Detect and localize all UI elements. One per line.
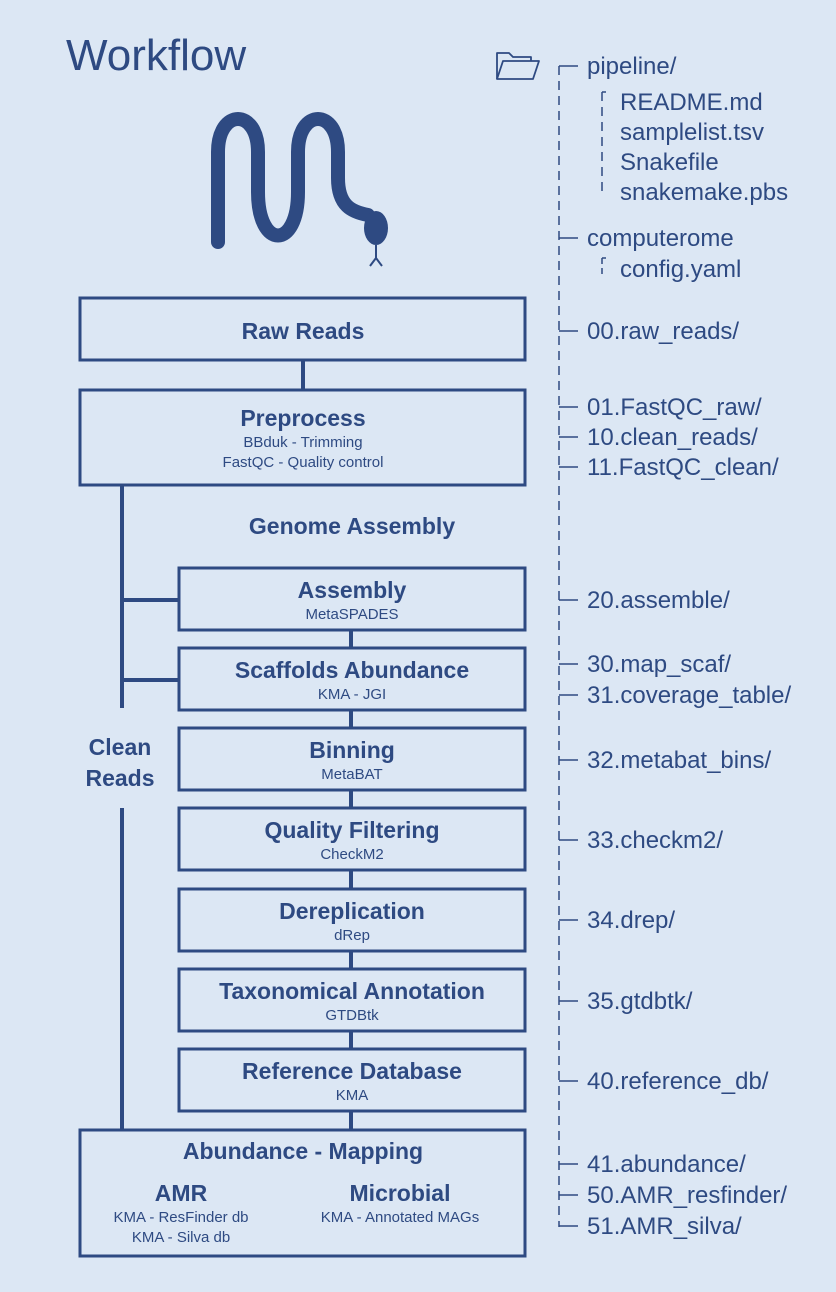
clean-reads-label-line-1: Clean: [88, 734, 152, 760]
amr-tool-1: KMA - ResFinder db: [113, 1209, 249, 1226]
tree-dir-fastqc-raw: 01.FastQC_raw/: [587, 394, 762, 421]
assembly-tool: MetaSPADES: [305, 606, 399, 623]
amr-title: AMR: [154, 1180, 208, 1206]
taxonomy-title: Taxonomical Annotation: [219, 978, 485, 1004]
tree-dir-abundance: 41.abundance/: [587, 1151, 746, 1178]
tree-computerome-dir: computerome: [587, 225, 734, 252]
tree-dir-map-scaf: 30.map_scaf/: [587, 651, 732, 678]
tree-file-readme: README.md: [620, 89, 763, 116]
tree-dir-assemble: 20.assemble/: [587, 587, 730, 614]
scaffolds-tool: KMA - JGI: [317, 686, 387, 703]
abundance-title: Abundance - Mapping: [182, 1138, 424, 1164]
quality-title: Quality Filtering: [264, 817, 440, 843]
assembly-title: Assembly: [297, 577, 407, 603]
tree-pipeline-dir: pipeline/: [587, 53, 677, 80]
binning-title: Binning: [309, 737, 395, 763]
tree-dir-drep: 34.drep/: [587, 907, 676, 934]
tree-dir-clean: 10.clean_reads/: [587, 424, 758, 451]
preprocess-title: Preprocess: [240, 405, 366, 431]
clean-reads-label-line-2: Reads: [85, 765, 155, 791]
abundance-box: [78, 1128, 527, 1258]
microbial-title: Microbial: [349, 1180, 451, 1206]
preprocess-tool-1: BBduk - Trimming: [243, 434, 363, 451]
tree-dir-checkm2: 33.checkm2/: [587, 827, 724, 854]
folder-icon: [496, 52, 540, 80]
tree-dir-fastqc-clean: 11.FastQC_clean/: [587, 454, 779, 481]
tree-dir-gtdbtk: 35.gtdbtk/: [587, 988, 693, 1015]
microbial-tool: KMA - Annotated MAGs: [320, 1209, 480, 1226]
amr-tool-2: KMA - Silva db: [131, 1229, 231, 1246]
taxonomy-tool: GTDBtk: [325, 1007, 379, 1024]
tree-file-config: config.yaml: [620, 256, 742, 283]
refdb-tool: KMA: [335, 1087, 369, 1104]
derep-title: Dereplication: [279, 898, 425, 924]
tree-file-snakefile: Snakefile: [620, 149, 719, 176]
tree-dir-refdb: 40.reference_db/: [587, 1068, 769, 1095]
scaffolds-title: Scaffolds Abundance: [234, 657, 470, 683]
tree-dir-raw: 00.raw_reads/: [587, 318, 740, 345]
tree-dir-coverage: 31.coverage_table/: [587, 682, 792, 709]
refdb-title: Reference Database: [242, 1058, 462, 1084]
binning-tool: MetaBAT: [321, 766, 383, 783]
snakemake-logo-icon: [211, 112, 375, 249]
raw-reads-title: Raw Reads: [241, 318, 365, 344]
tree-dir-amr-resfinder: 50.AMR_resfinder/: [587, 1182, 788, 1209]
genome-assembly-label: Genome Assembly: [248, 513, 456, 539]
tree-dir-metabat: 32.metabat_bins/: [587, 747, 772, 774]
derep-tool: dRep: [334, 927, 370, 944]
tree-file-snakemake-pbs: snakemake.pbs: [620, 179, 789, 206]
tree-file-samplelist: samplelist.tsv: [620, 119, 765, 146]
page-title: Workflow: [66, 31, 247, 80]
quality-tool: CheckM2: [320, 846, 384, 863]
tree-dir-amr-silva: 51.AMR_silva/: [587, 1213, 742, 1240]
preprocess-tool-2: FastQC - Quality control: [222, 454, 384, 471]
